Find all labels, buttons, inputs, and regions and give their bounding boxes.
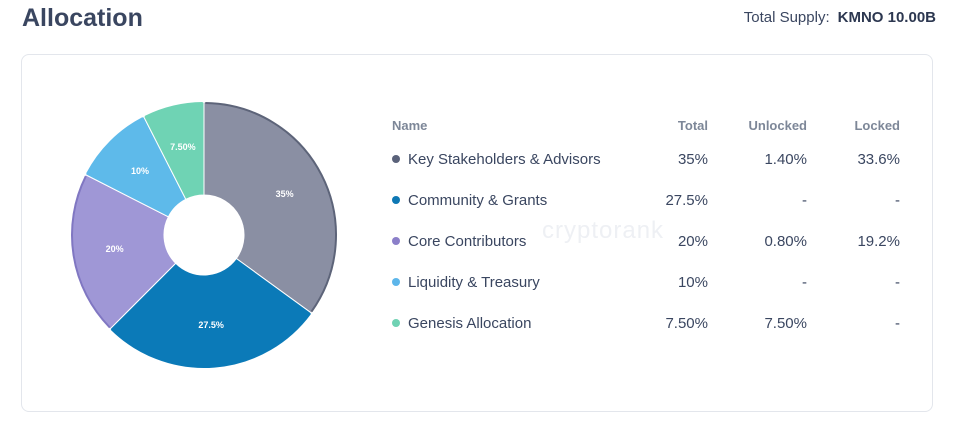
pie-slice-label: 7.50% — [170, 142, 196, 152]
column-header-locked: Locked — [854, 117, 900, 133]
allocation-name: Liquidity & Treasury — [408, 274, 540, 291]
allocation-unlocked: 1.40% — [764, 151, 807, 168]
allocation-total: 35% — [677, 151, 708, 168]
allocation-name: Core Contributors — [408, 233, 527, 250]
table-row: Core Contributors 20% 0.80% 19.2% — [384, 221, 900, 262]
allocation-header: Allocation Total Supply: KMNO 10.00B — [22, 0, 936, 40]
allocation-name-cell: Liquidity & Treasury — [384, 262, 646, 303]
total-supply-value: KMNO 10.00B — [837, 9, 936, 26]
legend-dot-icon — [392, 196, 400, 205]
allocation-table: Name Total Unlocked Locked Key Stakehold… — [384, 111, 900, 344]
allocation-name-cell: Core Contributors — [384, 221, 646, 262]
pie-slice-label: 20% — [106, 244, 124, 254]
pie-slice-outline — [205, 102, 337, 313]
allocation-locked: - — [895, 274, 900, 291]
allocation-unlocked: 0.80% — [764, 233, 807, 250]
watermark: cryptorank — [542, 217, 665, 244]
allocation-unlocked: - — [802, 274, 807, 291]
total-supply: Total Supply: KMNO 10.00B — [744, 9, 936, 26]
pie-slice-label: 35% — [276, 189, 294, 199]
allocation-donut-chart: 35% 27.5% 20% 10% 7.50% — [70, 101, 338, 369]
column-header-total: Total — [677, 117, 708, 133]
allocation-name-cell: Community & Grants — [384, 180, 646, 221]
table-header-row: Name Total Unlocked Locked — [384, 111, 900, 139]
allocation-name-cell: Genesis Allocation — [384, 303, 646, 344]
allocation-total: 7.50% — [665, 315, 708, 332]
legend-dot-icon — [392, 319, 400, 328]
column-header-name: Name — [392, 117, 428, 133]
allocation-card: 35% 27.5% 20% 10% 7.50% cryptorank Name Tota… — [21, 54, 933, 412]
page-title: Allocation — [22, 4, 143, 32]
total-supply-label: Total Supply: — [743, 9, 830, 26]
legend-dot-icon — [392, 155, 400, 164]
donut-svg: 35% 27.5% 20% 10% 7.50% — [70, 101, 338, 369]
table-row: Genesis Allocation 7.50% 7.50% - — [384, 303, 900, 344]
allocation-name: Key Stakeholders & Advisors — [408, 151, 601, 168]
allocation-locked: - — [895, 192, 900, 209]
allocation-locked: 19.2% — [857, 233, 900, 250]
allocation-total: 27.5% — [665, 192, 708, 209]
table-row: Key Stakeholders & Advisors 35% 1.40% 33.6% — [384, 139, 900, 180]
pie-slice-outline — [86, 117, 144, 175]
allocation-unlocked: - — [802, 192, 807, 209]
allocation-unlocked: 7.50% — [764, 315, 807, 332]
pie-slice-label: 10% — [131, 166, 149, 176]
allocation-name: Genesis Allocation — [408, 315, 532, 332]
table-row: Liquidity & Treasury 10% - - — [384, 262, 900, 303]
legend-dot-icon — [392, 237, 400, 246]
allocation-name: Community & Grants — [408, 192, 548, 209]
allocation-locked: 33.6% — [857, 151, 900, 168]
table-row: Community & Grants 27.5% - - — [384, 180, 900, 221]
column-header-unlocked: Unlocked — [748, 117, 807, 133]
pie-slice-label: 27.5% — [198, 320, 224, 330]
pie-slice-outline — [71, 175, 111, 329]
legend-dot-icon — [392, 278, 400, 287]
allocation-total: 10% — [677, 274, 708, 291]
pie-slice-outline — [144, 102, 203, 118]
allocation-total: 20% — [677, 233, 708, 250]
allocation-name-cell: Key Stakeholders & Advisors — [384, 139, 646, 180]
pie-slice-outline — [110, 313, 311, 368]
allocation-locked: - — [895, 315, 900, 332]
